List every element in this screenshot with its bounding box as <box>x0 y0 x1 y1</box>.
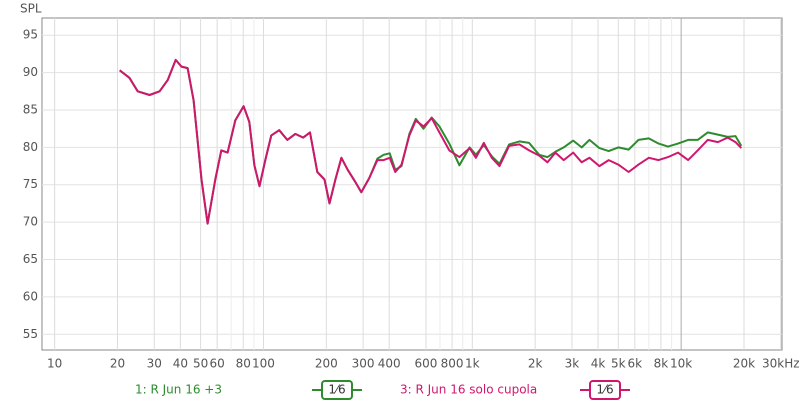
y-tick-label: 55 <box>23 327 38 341</box>
x-tick-label: 2k <box>528 357 543 371</box>
y-tick-label: 80 <box>23 140 38 154</box>
x-tick-label: 100 <box>252 357 275 371</box>
x-tick-label: 3k <box>565 357 580 371</box>
y-tick-label: 85 <box>23 102 38 116</box>
series-line <box>119 58 743 225</box>
x-tick-label: 20k <box>733 357 755 371</box>
y-tick-label: 60 <box>23 289 38 303</box>
x-tick-label: 40 <box>173 357 188 371</box>
legend-label: 1: R Jun 16 +3 <box>135 383 222 397</box>
x-tick-label: 4k <box>591 357 606 371</box>
x-tick-label: 8k <box>654 357 669 371</box>
x-tick-label: 60 <box>210 357 225 371</box>
y-tick-label: 75 <box>23 177 38 191</box>
legend-smoothing-box <box>589 380 621 400</box>
y-axis-label: SPL <box>20 2 42 16</box>
x-tick-label: 300 <box>352 357 375 371</box>
x-tick-label: 400 <box>378 357 401 371</box>
x-tick-label: 800 <box>441 357 464 371</box>
y-tick-label: 90 <box>23 65 38 79</box>
x-tick-label: 30 <box>147 357 162 371</box>
x-tick-label: 6k <box>628 357 643 371</box>
plot-area <box>41 17 783 351</box>
y-tick-label: 70 <box>23 215 38 229</box>
x-tick-label: 50 <box>193 357 208 371</box>
x-tick-label: 20 <box>110 357 125 371</box>
x-tick-label: 200 <box>315 357 338 371</box>
x-tick-label: 600 <box>415 357 438 371</box>
x-tick-label: 5k <box>611 357 626 371</box>
x-tick-label: 10 <box>47 357 62 371</box>
x-tick-label: 10k <box>670 357 692 371</box>
x-tick-label: 30kHz <box>762 357 800 371</box>
legend-smoothing: 1⁄6 <box>328 383 345 397</box>
x-tick-label: 80 <box>236 357 251 371</box>
x-tick-label: 1k <box>465 357 480 371</box>
y-tick-label: 65 <box>23 252 38 266</box>
y-tick-label: 95 <box>23 28 38 42</box>
legend-smoothing: 1⁄6 <box>596 383 613 397</box>
legend-label: 3: R Jun 16 solo cupola <box>400 383 537 397</box>
legend-smoothing-box <box>321 380 353 400</box>
